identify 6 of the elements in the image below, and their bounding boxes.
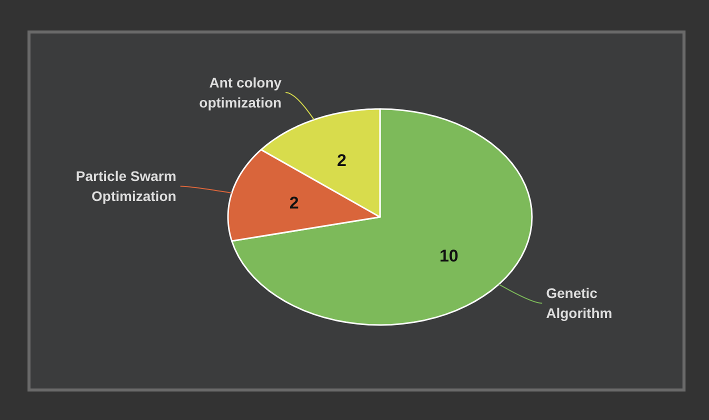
data-label: 10 [439, 246, 458, 266]
slice-label: Ant colony optimization [199, 74, 282, 110]
slice-label: Particle Swarm Optimization [76, 168, 176, 204]
data-label: 2 [337, 151, 346, 170]
slice-label: Genetic Algorithm [546, 285, 612, 322]
data-label: 2 [289, 194, 299, 213]
